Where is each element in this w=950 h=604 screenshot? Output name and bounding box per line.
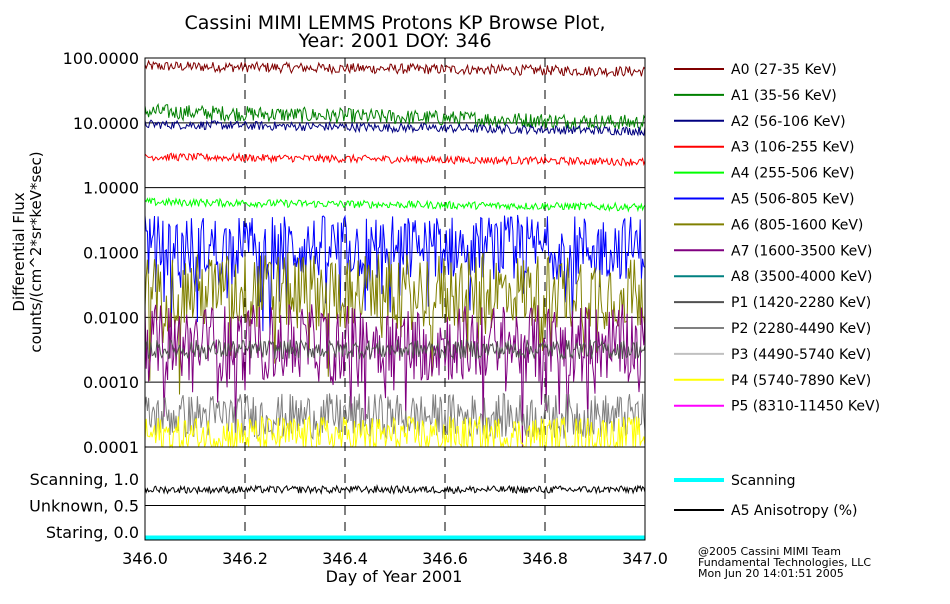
legend-label: A5 (506-805 KeV) [731,192,854,208]
plot-layer: 100.0000 10.0000 1.0000 0.1000 0.0100 0.0010 0… [29,49,668,568]
legend: A0 (27-35 KeV) A1 (35-56 KeV) A2 (56-106 K… [674,62,880,519]
y-axis-label-line2: counts/(cm^2*sr*keV*sec) [27,151,45,352]
data-series-line [144,304,646,448]
x-tick-label: 346.8 [522,549,568,568]
x-tick-label: 346.6 [422,549,468,568]
data-series-line [144,252,646,395]
chart-title-line1: Cassini MIMI LEMMS Protons KP Browse Plo… [184,12,605,34]
legend-label: A7 (1600-3500 KeV) [731,243,872,259]
y-tick-label: 100.0000 [63,49,139,68]
x-tick-label: 347.0 [622,549,668,568]
chart-title-line2: Year: 2001 DOY: 346 [297,30,491,52]
y-tick-label: 1.0000 [83,179,139,198]
data-series-line [144,197,646,213]
y-axis-label-line1: Differential Flux [10,192,28,311]
legend-label: A2 (56-106 KeV) [731,114,846,130]
legend-label: P5 (8310-11450 KeV) [731,399,880,415]
data-series-line [144,414,646,449]
legend-label: A0 (27-35 KeV) [731,62,837,78]
footer-organization: Fundamental Technologies, LLC [698,556,871,569]
data-series-line [144,59,646,78]
legend-label: A1 (35-56 KeV) [731,88,837,104]
legend-label: P1 (1420-2280 KeV) [731,295,871,311]
y-tick-label: Scanning, 1.0 [30,470,139,489]
legend-label: Scanning [731,473,796,489]
data-series-line [144,151,646,168]
data-series-line [144,102,646,132]
legend-label: A6 (805-1600 KeV) [731,217,863,233]
data-series-line [144,392,646,440]
y-tick-label: 10.0000 [73,114,139,133]
x-tick-label: 346.4 [322,549,368,568]
legend-label: A8 (3500-4000 KeV) [731,269,872,285]
y-tick-label: Staring, 0.0 [46,523,139,542]
y-tick-label: 0.0010 [83,373,139,392]
legend-label: A4 (255-506 KeV) [731,166,854,182]
x-tick-label: 346.0 [122,549,168,568]
legend-label: P3 (4490-5740 KeV) [731,347,871,363]
y-tick-label: 0.0001 [83,438,139,457]
legend-label: A3 (106-255 KeV) [731,140,854,156]
footer-copyright: @2005 Cassini MIMI Team [698,545,841,558]
x-tick-label: 346.2 [222,549,268,568]
plot-frame [144,57,646,541]
footer-timestamp: Mon Jun 20 14:01:51 2005 [698,567,844,580]
y-tick-label: Unknown, 0.5 [29,497,139,516]
legend-label: P2 (2280-4490 KeV) [731,321,871,337]
data-series-line [144,338,646,361]
y-tick-label: 0.1000 [83,244,139,263]
legend-label: P4 (5740-7890 KeV) [731,373,871,389]
y-tick-label: 0.0100 [83,308,139,327]
legend-label: A5 Anisotropy (%) [731,503,858,519]
data-series-line [144,119,646,137]
anisotropy-series-line [144,484,646,496]
x-axis-label: Day of Year 2001 [326,567,463,586]
